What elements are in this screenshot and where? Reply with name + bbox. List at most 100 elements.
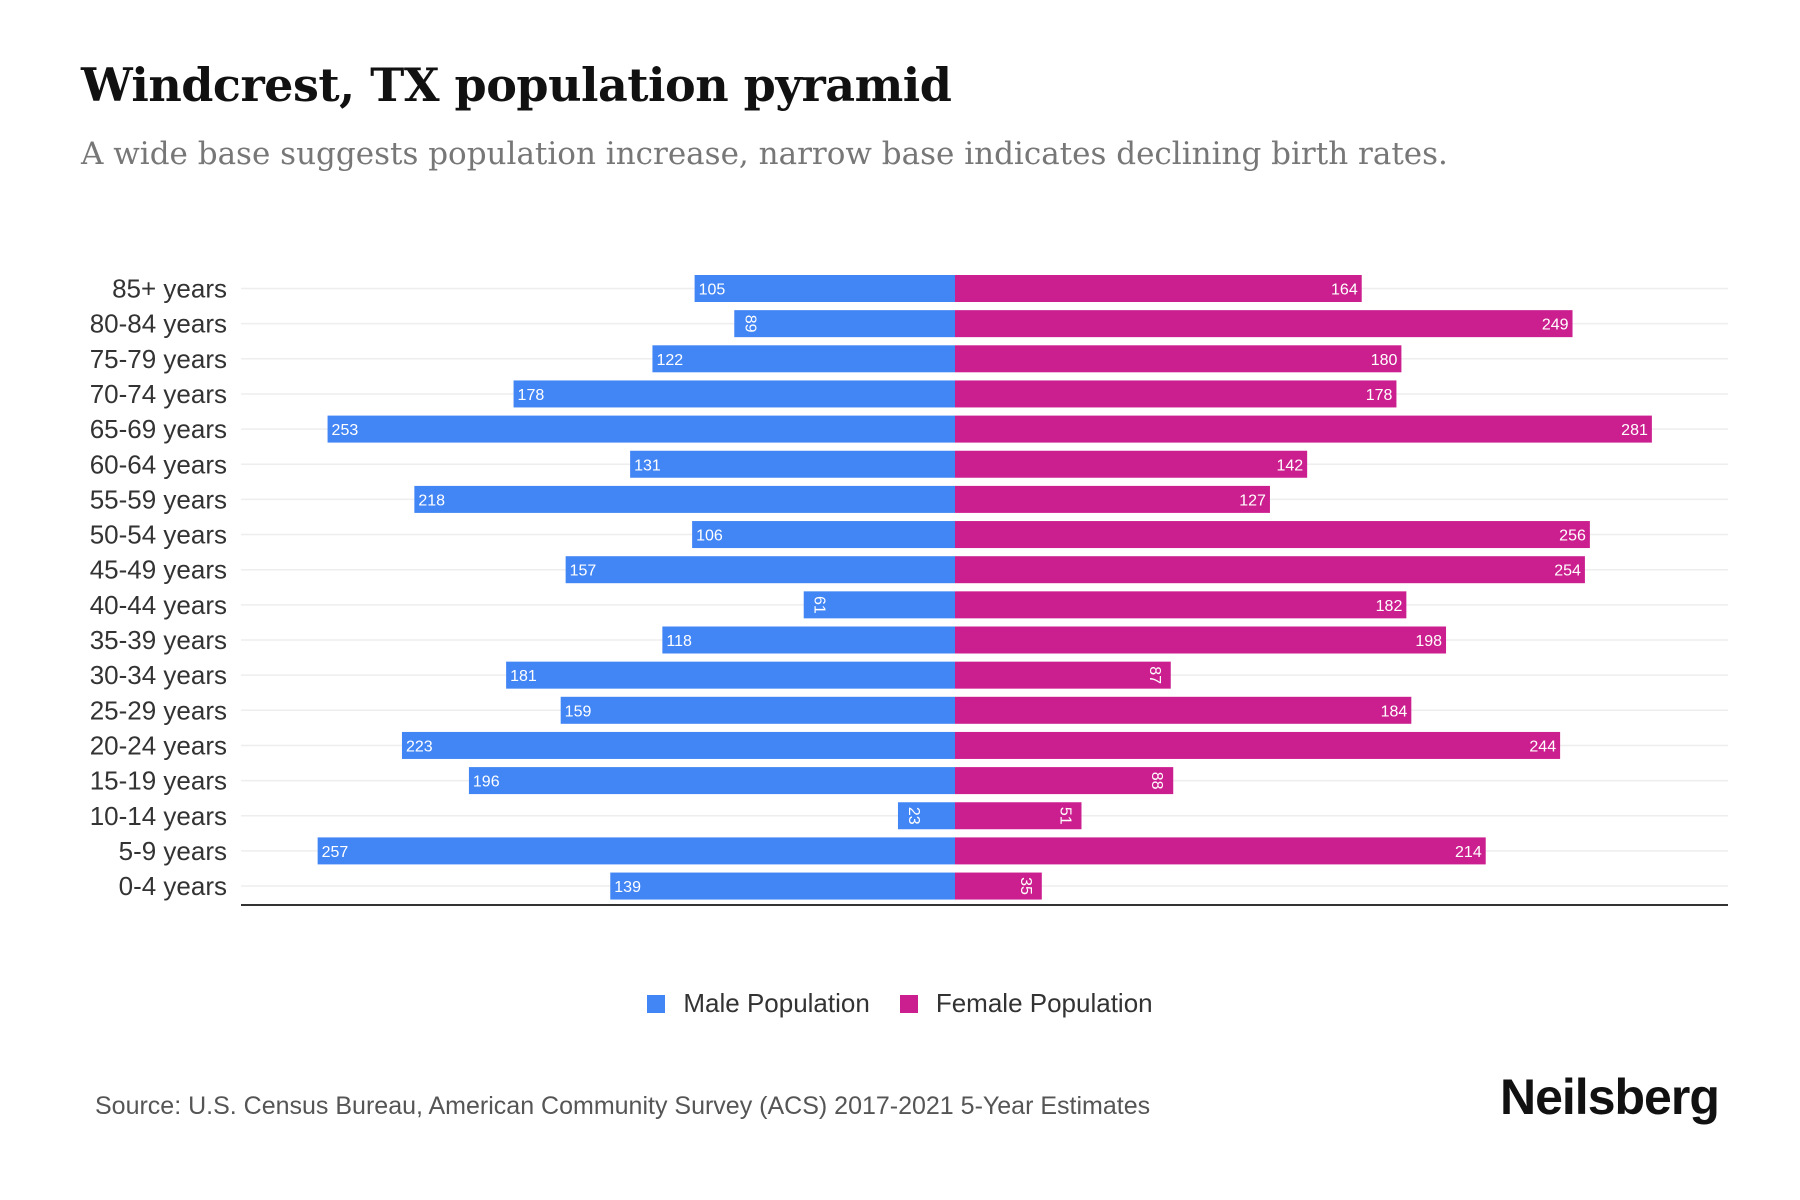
male-bar[interactable]	[610, 872, 955, 900]
chart-title: Windcrest, TX population pyramid	[81, 58, 952, 112]
male-bar[interactable]	[506, 661, 955, 689]
y-axis-label: 0-4 years	[119, 871, 227, 901]
data-label: 51	[1056, 807, 1073, 825]
male-bar[interactable]	[662, 626, 955, 654]
data-label: 61	[811, 596, 828, 614]
male-bar[interactable]	[734, 310, 955, 338]
male-bar[interactable]	[513, 380, 955, 408]
female-bar[interactable]	[955, 485, 1270, 513]
data-label: 157	[570, 563, 597, 580]
data-label: 142	[1276, 457, 1303, 474]
data-label: 257	[322, 844, 349, 861]
y-axis-label: 70-74 years	[90, 379, 227, 409]
data-label: 244	[1529, 738, 1556, 755]
data-label: 89	[741, 315, 758, 333]
male-bar[interactable]	[803, 591, 955, 619]
female-bar[interactable]	[955, 310, 1573, 338]
legend-swatch-male	[647, 994, 666, 1013]
legend-item-female[interactable]: Female Population	[899, 988, 1153, 1019]
male-bar[interactable]	[694, 275, 955, 302]
y-axis-label: 20-24 years	[90, 730, 227, 760]
legend-label-male: Male Population	[683, 988, 870, 1018]
data-label: 196	[473, 774, 500, 791]
data-label: 223	[406, 738, 433, 755]
y-axis-label: 65-69 years	[90, 414, 227, 444]
data-label: 35	[1017, 877, 1034, 895]
chart-subtitle: A wide base suggests population increase…	[81, 136, 1448, 172]
data-label: 178	[1366, 387, 1393, 404]
data-label: 105	[699, 282, 726, 299]
data-label: 23	[905, 807, 922, 825]
y-axis-label: 60-64 years	[90, 449, 227, 479]
female-bar[interactable]	[955, 661, 1171, 689]
data-label: 249	[1542, 317, 1569, 334]
data-label: 253	[332, 422, 359, 439]
female-bar[interactable]	[955, 626, 1447, 654]
male-bar[interactable]	[560, 696, 955, 724]
male-bar[interactable]	[565, 556, 955, 584]
y-axis-label: 5-9 years	[119, 836, 227, 866]
female-bar[interactable]	[955, 802, 1082, 830]
female-bar[interactable]	[955, 731, 1561, 759]
data-label: 88	[1148, 772, 1165, 790]
data-label: 254	[1554, 563, 1581, 580]
female-bar[interactable]	[955, 415, 1652, 443]
male-bar[interactable]	[692, 521, 955, 549]
male-bar[interactable]	[897, 802, 955, 830]
male-bar[interactable]	[317, 837, 955, 865]
data-label: 131	[634, 457, 661, 474]
y-axis-label: 75-79 years	[90, 344, 227, 374]
legend: Male Population Female Population	[0, 988, 1800, 1019]
legend-swatch-female	[899, 994, 918, 1013]
neilsberg-logo: Neilsberg	[1500, 1069, 1720, 1125]
female-bar[interactable]	[955, 521, 1590, 549]
y-axis-label: 30-34 years	[90, 660, 227, 690]
male-bar[interactable]	[630, 450, 955, 478]
data-label: 180	[1371, 352, 1398, 369]
female-bar[interactable]	[955, 591, 1407, 619]
data-label: 139	[614, 879, 641, 896]
data-label: 164	[1331, 282, 1358, 299]
population-pyramid-chart: 85+ years 105 164 80-84 years 89 249 75-79 yea…	[90, 274, 1728, 906]
data-label: 181	[510, 668, 537, 685]
data-label: 159	[565, 703, 592, 720]
y-axis-label: 80-84 years	[90, 309, 227, 339]
y-axis-label: 25-29 years	[90, 695, 227, 725]
female-bar[interactable]	[955, 696, 1412, 724]
male-bar[interactable]	[652, 345, 955, 373]
data-label: 127	[1239, 492, 1266, 509]
data-label: 256	[1559, 528, 1586, 545]
legend-label-female: Female Population	[935, 988, 1153, 1018]
female-bar[interactable]	[955, 872, 1042, 900]
male-bar[interactable]	[468, 767, 955, 795]
female-bar[interactable]	[955, 380, 1397, 408]
y-axis-label: 15-19 years	[90, 766, 227, 796]
y-axis-label: 85+ years	[112, 274, 227, 304]
data-label: 214	[1455, 844, 1482, 861]
data-label: 281	[1621, 422, 1648, 439]
data-label: 182	[1376, 598, 1403, 615]
data-label: 198	[1415, 633, 1442, 650]
female-bar[interactable]	[955, 837, 1486, 865]
legend-item-male[interactable]: Male Population	[647, 988, 870, 1019]
y-axis-label: 10-14 years	[90, 801, 227, 831]
y-axis-label: 50-54 years	[90, 520, 227, 550]
data-label: 87	[1146, 666, 1163, 684]
y-axis-label: 55-59 years	[90, 484, 227, 514]
data-label: 218	[418, 492, 445, 509]
female-bar[interactable]	[955, 345, 1402, 373]
data-label: 122	[656, 352, 683, 369]
male-bar[interactable]	[414, 485, 955, 513]
data-label: 184	[1381, 703, 1408, 720]
female-bar[interactable]	[955, 275, 1362, 302]
male-bar[interactable]	[401, 731, 956, 759]
data-label: 106	[696, 528, 723, 545]
data-label: 178	[518, 387, 545, 404]
source-note: Source: U.S. Census Bureau, American Com…	[95, 1092, 1151, 1120]
y-axis-label: 35-39 years	[90, 625, 227, 655]
y-axis-label: 45-49 years	[90, 555, 227, 585]
female-bar[interactable]	[955, 556, 1585, 584]
male-bar[interactable]	[327, 415, 955, 443]
female-bar[interactable]	[955, 767, 1174, 795]
female-bar[interactable]	[955, 450, 1308, 478]
